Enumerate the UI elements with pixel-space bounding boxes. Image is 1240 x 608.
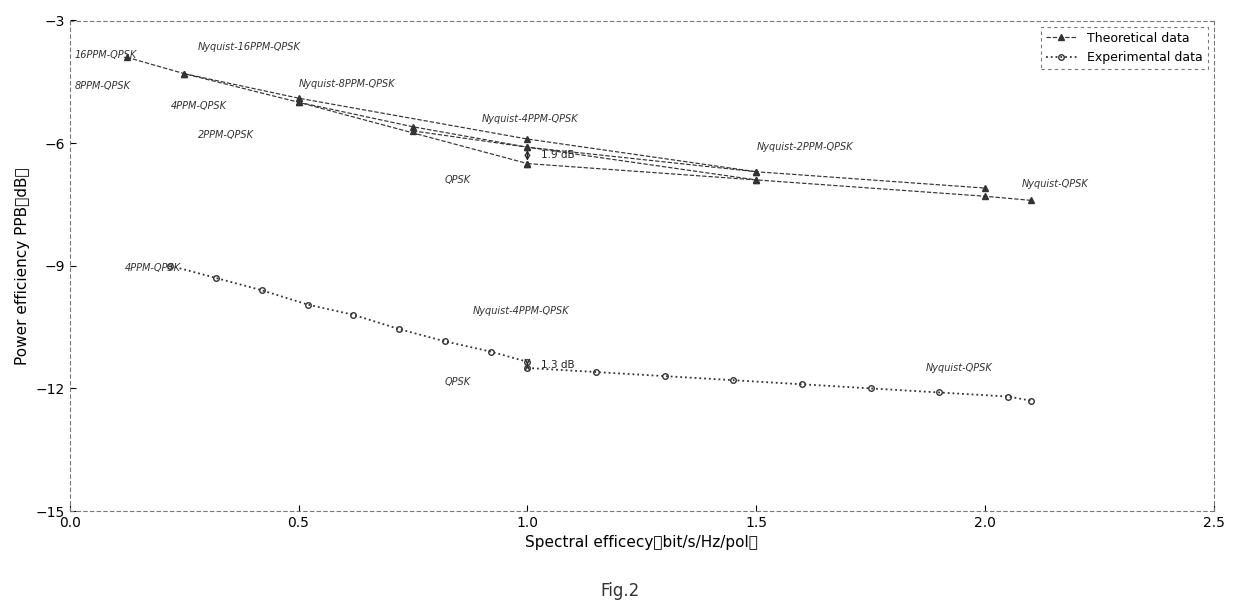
Text: QPSK: QPSK — [445, 175, 471, 185]
Text: 4PPM-QPSK: 4PPM-QPSK — [124, 263, 181, 273]
Text: Nyquist-4PPM-QPSK: Nyquist-4PPM-QPSK — [472, 306, 569, 316]
Legend: Theoretical data, Experimental data: Theoretical data, Experimental data — [1040, 27, 1208, 69]
Text: Nyquist-16PPM-QPSK: Nyquist-16PPM-QPSK — [198, 42, 301, 52]
Text: 16PPM-QPSK: 16PPM-QPSK — [74, 50, 136, 60]
Text: Fig.2: Fig.2 — [600, 582, 640, 600]
Text: Nyquist-QPSK: Nyquist-QPSK — [926, 363, 992, 373]
Text: 4PPM-QPSK: 4PPM-QPSK — [170, 102, 227, 111]
Text: Nyquist-8PPM-QPSK: Nyquist-8PPM-QPSK — [299, 79, 396, 89]
Text: 8PPM-QPSK: 8PPM-QPSK — [74, 81, 130, 91]
Text: 2PPM-QPSK: 2PPM-QPSK — [198, 130, 254, 140]
Text: Nyquist-QPSK: Nyquist-QPSK — [1022, 179, 1089, 189]
Text: 1.3 dB: 1.3 dB — [541, 360, 575, 370]
Text: QPSK: QPSK — [445, 377, 471, 387]
Text: 1.9 dB: 1.9 dB — [541, 150, 575, 161]
X-axis label: Spectral efficecy（bit/s/Hz/pol）: Spectral efficecy（bit/s/Hz/pol） — [526, 536, 759, 550]
Y-axis label: Power efficiency PPB（dB）: Power efficiency PPB（dB） — [15, 167, 30, 365]
Text: Nyquist-4PPM-QPSK: Nyquist-4PPM-QPSK — [481, 114, 578, 123]
Text: Nyquist-2PPM-QPSK: Nyquist-2PPM-QPSK — [756, 142, 853, 152]
